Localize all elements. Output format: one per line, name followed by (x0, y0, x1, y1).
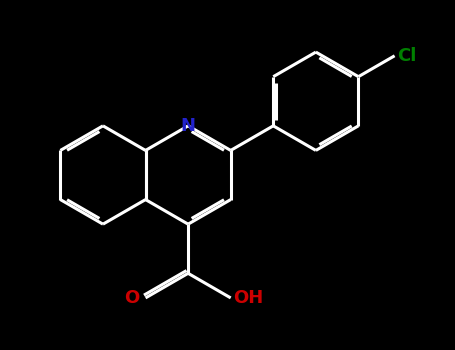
Text: OH: OH (233, 289, 263, 307)
Text: N: N (181, 117, 196, 135)
Text: O: O (124, 289, 140, 307)
Text: Cl: Cl (397, 47, 416, 65)
